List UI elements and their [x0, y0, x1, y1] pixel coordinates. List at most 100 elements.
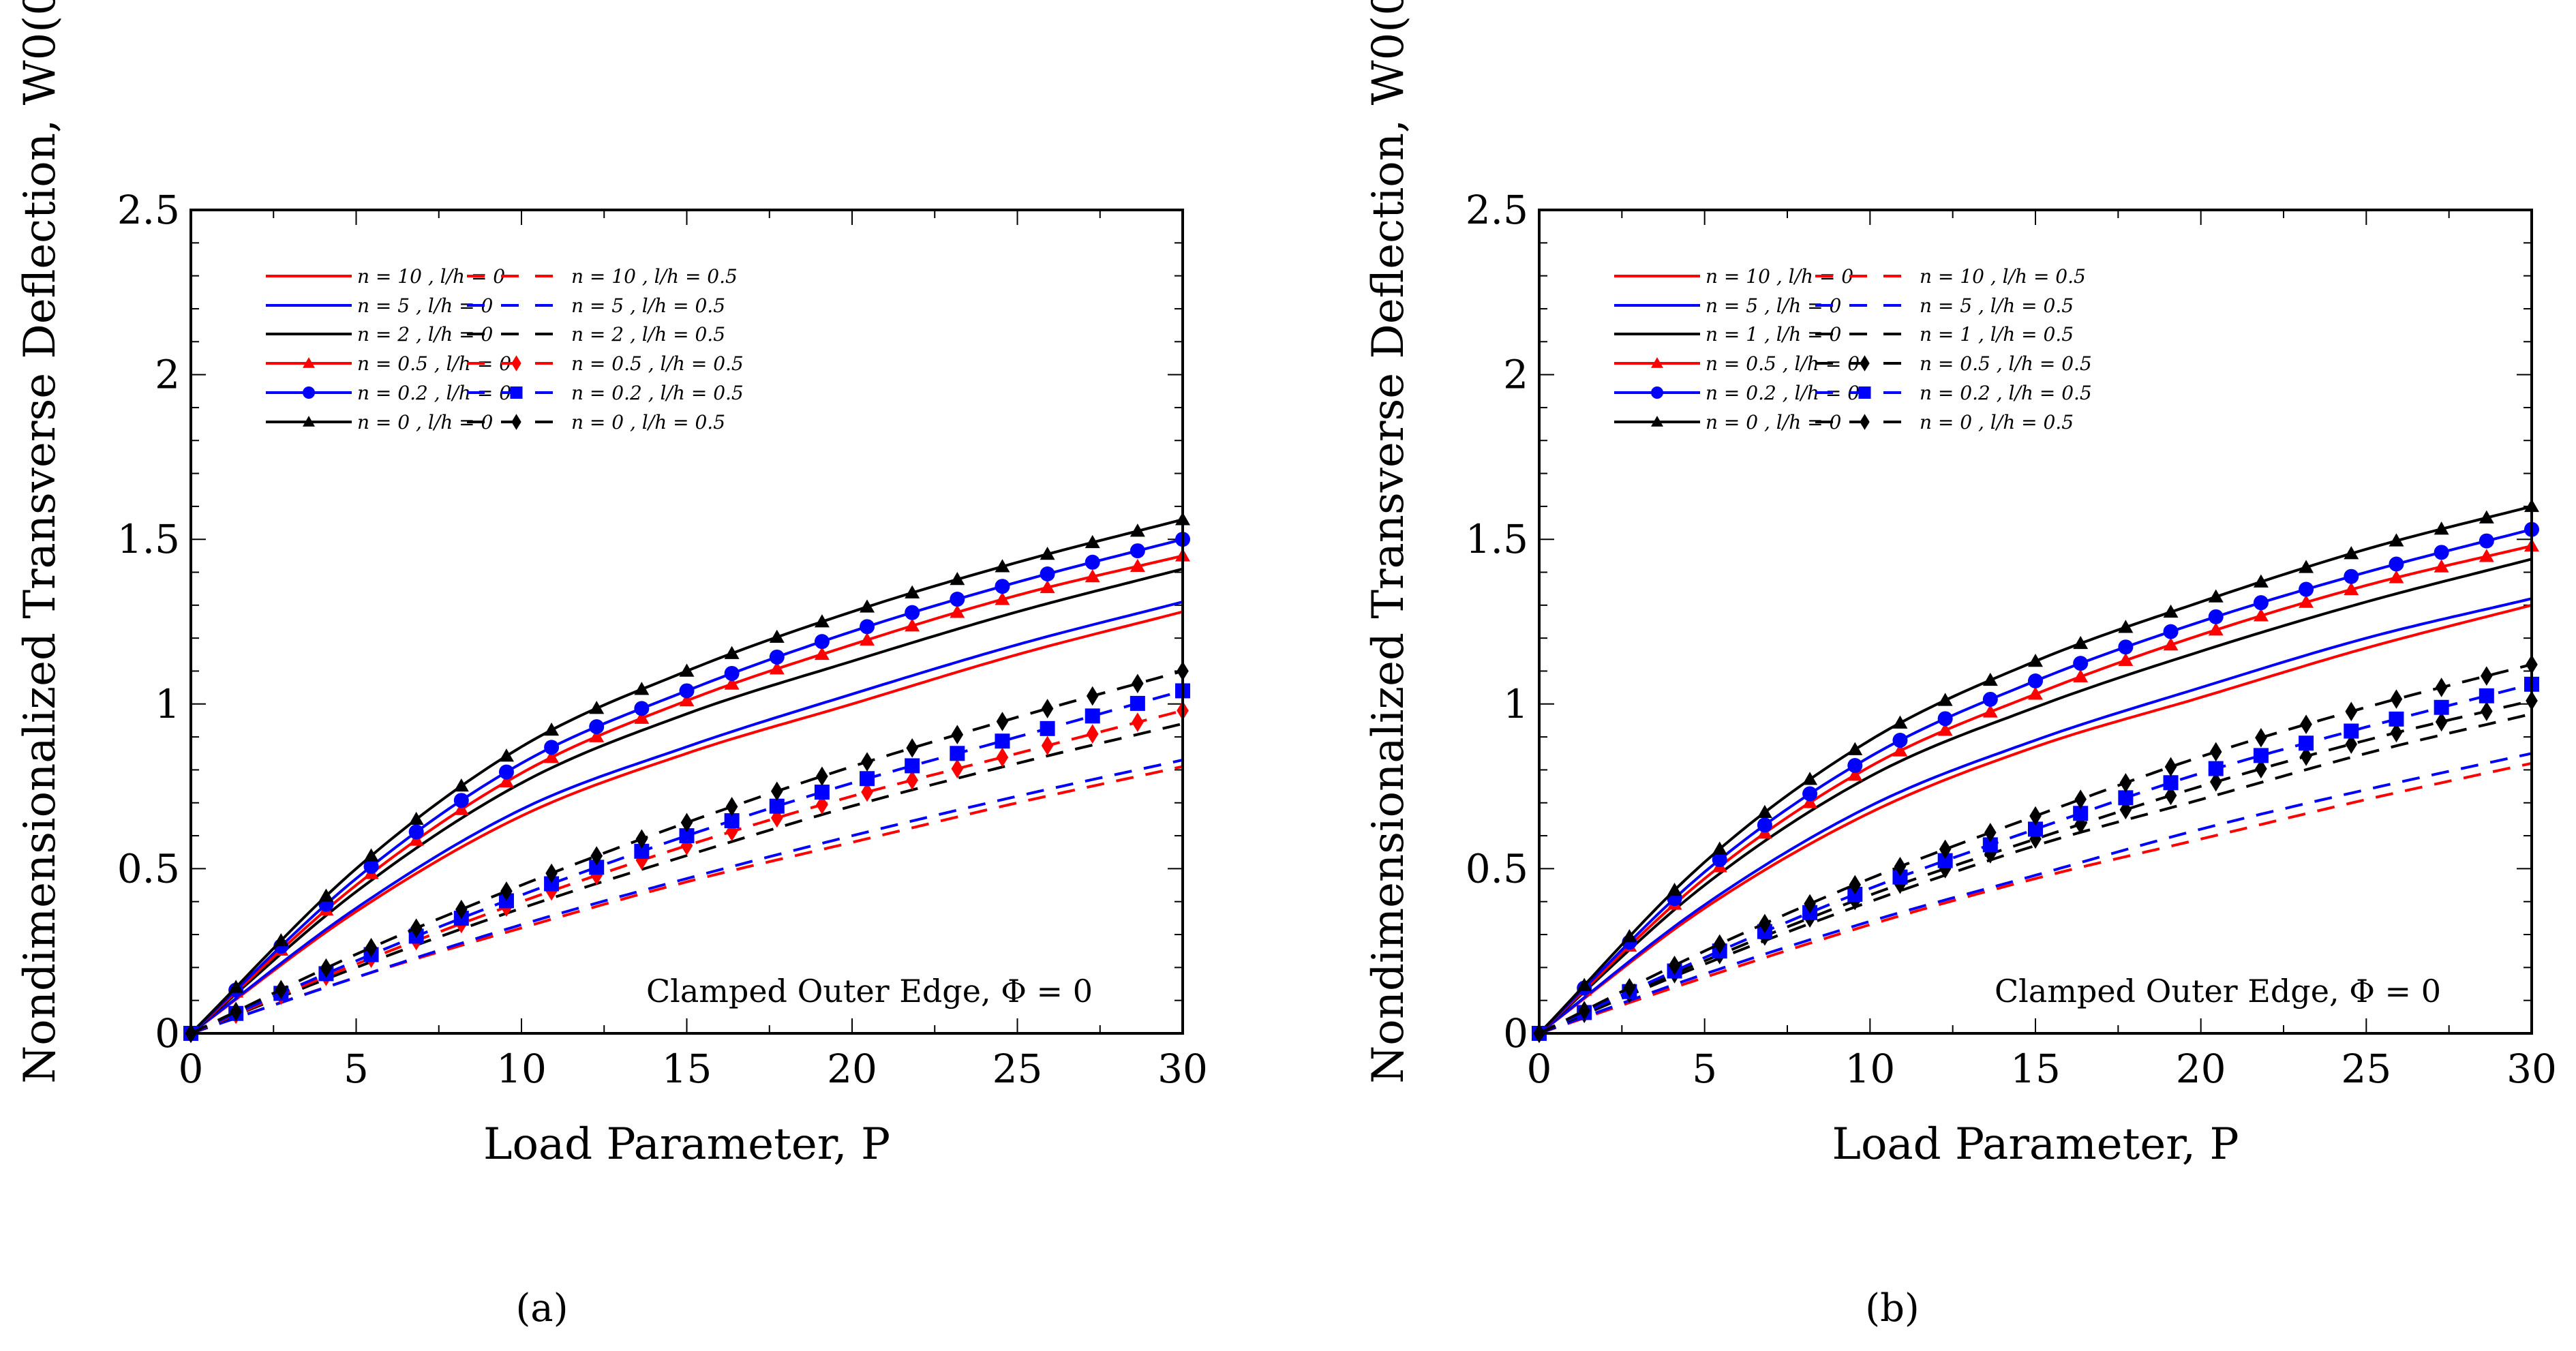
triangle-marker [2163, 637, 2179, 651]
triangle-marker [363, 848, 379, 862]
diamond-marker [816, 766, 828, 787]
legend-label: n = 0.5 , l/h = 0 [357, 352, 511, 375]
triangle-marker [950, 605, 965, 618]
x-tick-label: 0 [1527, 1046, 1552, 1092]
series-line [190, 567, 1183, 1035]
triangle-marker [1892, 743, 1908, 757]
diamond-marker [725, 797, 738, 817]
triangle-marker [2073, 669, 2089, 683]
series-path [190, 758, 1183, 1035]
y-axis-label: Nondimensionalized Transverse Deflection… [15, 0, 65, 1084]
triangle-marker [2299, 560, 2314, 573]
diamond-marker [2435, 678, 2448, 697]
y-tick-label: 2.5 [1466, 187, 1528, 233]
legend-label: n = 0.2 , l/h = 0 [1706, 382, 1860, 404]
diamond-marker [230, 1001, 242, 1022]
triangle-marker [995, 592, 1010, 605]
triangle-marker [1130, 523, 1145, 537]
triangle-marker [1982, 672, 1998, 686]
circle-marker [679, 683, 695, 699]
diamond-marker [545, 863, 558, 883]
legend-label: n = 1 , l/h = 0.5 [1920, 323, 2074, 346]
diamond-marker [2164, 785, 2177, 806]
series-path [190, 722, 1183, 1035]
triangle-marker [544, 722, 560, 736]
triangle-marker [2434, 521, 2449, 535]
triangle-marker [1982, 704, 1998, 718]
circle-marker [589, 719, 605, 735]
square-marker [634, 843, 650, 859]
square-marker [2028, 821, 2043, 837]
x-tick-label: 10 [1845, 1046, 1895, 1092]
diamond-marker [2481, 701, 2493, 721]
triangle-marker [2253, 608, 2269, 622]
x-tick-label: 15 [662, 1046, 712, 1092]
diamond-marker [2390, 689, 2403, 709]
diamond-marker [2390, 723, 2403, 743]
square-marker [1892, 869, 1908, 885]
square-marker [2389, 711, 2404, 727]
triangle-marker [769, 661, 785, 675]
triangle-marker [2389, 570, 2404, 583]
diamond-marker [2481, 666, 2493, 686]
circle-marker [303, 386, 315, 399]
x-tick-label: 30 [2506, 1046, 2557, 1092]
triangle-marker [1651, 416, 1663, 427]
circle-marker [1651, 386, 1663, 399]
circle-marker [860, 619, 875, 635]
circle-marker [2389, 556, 2404, 572]
triangle-marker [1847, 742, 1863, 755]
square-marker [1858, 386, 1871, 399]
triangle-marker [1622, 929, 1637, 943]
triangle-marker [498, 748, 514, 762]
triangle-marker [273, 932, 289, 947]
circle-marker [2208, 609, 2224, 624]
x-tick-label: 15 [2010, 1046, 2061, 1092]
diamond-marker [1086, 686, 1099, 706]
series-line [1532, 498, 2539, 1039]
diamond-marker [635, 850, 648, 870]
series-path [190, 567, 1183, 1035]
square-marker [1040, 720, 1055, 736]
legend: n = 10 , l/h = 0n = 5 , l/h = 0n = 1 , l… [1614, 265, 2092, 434]
triangle-marker [679, 663, 695, 677]
legend-label: n = 0.2 , l/h = 0.5 [571, 382, 744, 404]
square-marker [679, 828, 695, 844]
circle-marker [1937, 711, 1953, 727]
circle-marker [2299, 581, 2314, 597]
legend-label: n = 0.2 , l/h = 0.5 [1920, 382, 2092, 404]
diamond-marker [2074, 789, 2087, 809]
diamond-marker [410, 918, 423, 938]
panel-caption: (a) [515, 1286, 568, 1331]
diamond-marker [2209, 742, 2222, 762]
circle-marker [453, 793, 469, 808]
square-marker [1982, 837, 1998, 853]
series-line [183, 532, 1190, 1041]
triangle-marker [2344, 581, 2359, 596]
triangle-marker [303, 416, 315, 427]
series-path [1539, 761, 2532, 1035]
triangle-marker [724, 676, 740, 690]
series-line [1538, 558, 2532, 1035]
series-path [190, 518, 1183, 1035]
diamond-marker [1984, 844, 1997, 864]
diamond-marker [861, 752, 873, 772]
diamond-marker [1132, 673, 1144, 694]
series-path [190, 709, 1183, 1035]
legend: n = 10 , l/h = 0n = 5 , l/h = 0n = 2 , l… [266, 265, 744, 434]
y-axis-label: Nondimensionalized Transverse Deflection… [1363, 0, 1414, 1084]
circle-marker [1847, 758, 1863, 774]
triangle-marker [814, 614, 830, 628]
diamond-marker [1713, 934, 1726, 954]
diamond-marker [951, 725, 964, 745]
diamond-marker [500, 881, 513, 901]
triangle-marker [589, 729, 605, 742]
y-tick-label: 1.5 [117, 516, 180, 562]
diamond-marker [2209, 772, 2222, 792]
triangle-marker [2118, 652, 2134, 667]
series-path [1538, 558, 2532, 1035]
diamond-marker [1623, 977, 1636, 998]
circle-marker [1712, 852, 1727, 868]
plot-frame [190, 209, 1184, 1035]
